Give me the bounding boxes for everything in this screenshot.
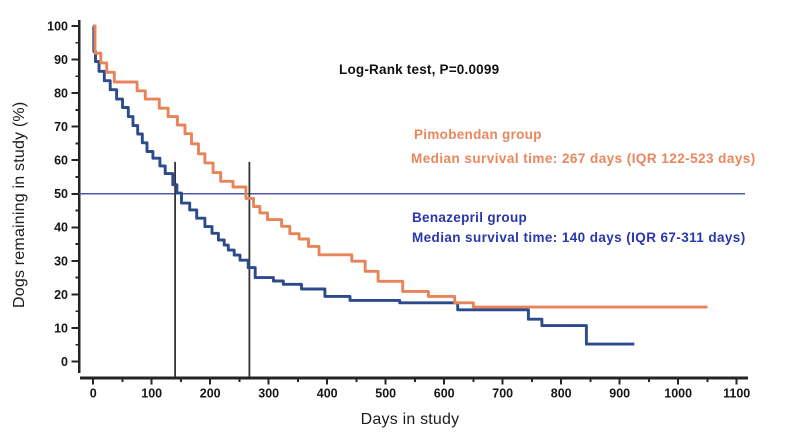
x-tick-label: 200 bbox=[200, 387, 221, 401]
y-tick-label: 100 bbox=[47, 19, 68, 33]
x-tick-label: 0 bbox=[90, 387, 97, 401]
x-tick-label: 1000 bbox=[664, 387, 692, 401]
y-tick-label: 10 bbox=[54, 321, 68, 335]
y-tick-label: 30 bbox=[54, 254, 68, 268]
x-axis-title: Days in study bbox=[360, 411, 460, 428]
y-tick-label: 70 bbox=[54, 120, 68, 134]
x-tick-label: 600 bbox=[434, 387, 455, 401]
x-tick-label: 500 bbox=[375, 387, 396, 401]
survival-curve-pimobendan bbox=[93, 24, 708, 309]
y-tick-label: 80 bbox=[54, 87, 68, 101]
y-tick-label: 20 bbox=[54, 288, 68, 302]
x-tick-label: 100 bbox=[141, 387, 162, 401]
y-tick-label: 0 bbox=[61, 355, 68, 369]
y-tick-label: 90 bbox=[54, 53, 68, 67]
log-rank-annotation: Log-Rank test, P=0.0099 bbox=[339, 62, 500, 77]
benazepril-group-label: Benazepril group bbox=[412, 210, 528, 225]
y-axis-title: Dogs remaining in study (%) bbox=[11, 101, 28, 309]
y-tick-label: 50 bbox=[54, 187, 68, 201]
pimobendan-group-label: Pimobendan group bbox=[414, 127, 542, 142]
x-tick-label: 300 bbox=[258, 387, 279, 401]
pimobendan-median-text: Median survival time: 267 days (IQR 122-… bbox=[411, 151, 756, 166]
y-tick-label: 60 bbox=[54, 154, 68, 168]
benazepril-median-text: Median survival time: 140 days (IQR 67-3… bbox=[412, 230, 746, 245]
x-tick-label: 400 bbox=[317, 387, 338, 401]
y-tick-label: 40 bbox=[54, 221, 68, 235]
x-tick-label: 1100 bbox=[723, 387, 750, 401]
x-tick-label: 700 bbox=[492, 387, 513, 401]
x-tick-label: 800 bbox=[551, 387, 572, 401]
x-tick-label: 900 bbox=[609, 387, 630, 401]
survival-curve-benazepril bbox=[92, 24, 635, 346]
